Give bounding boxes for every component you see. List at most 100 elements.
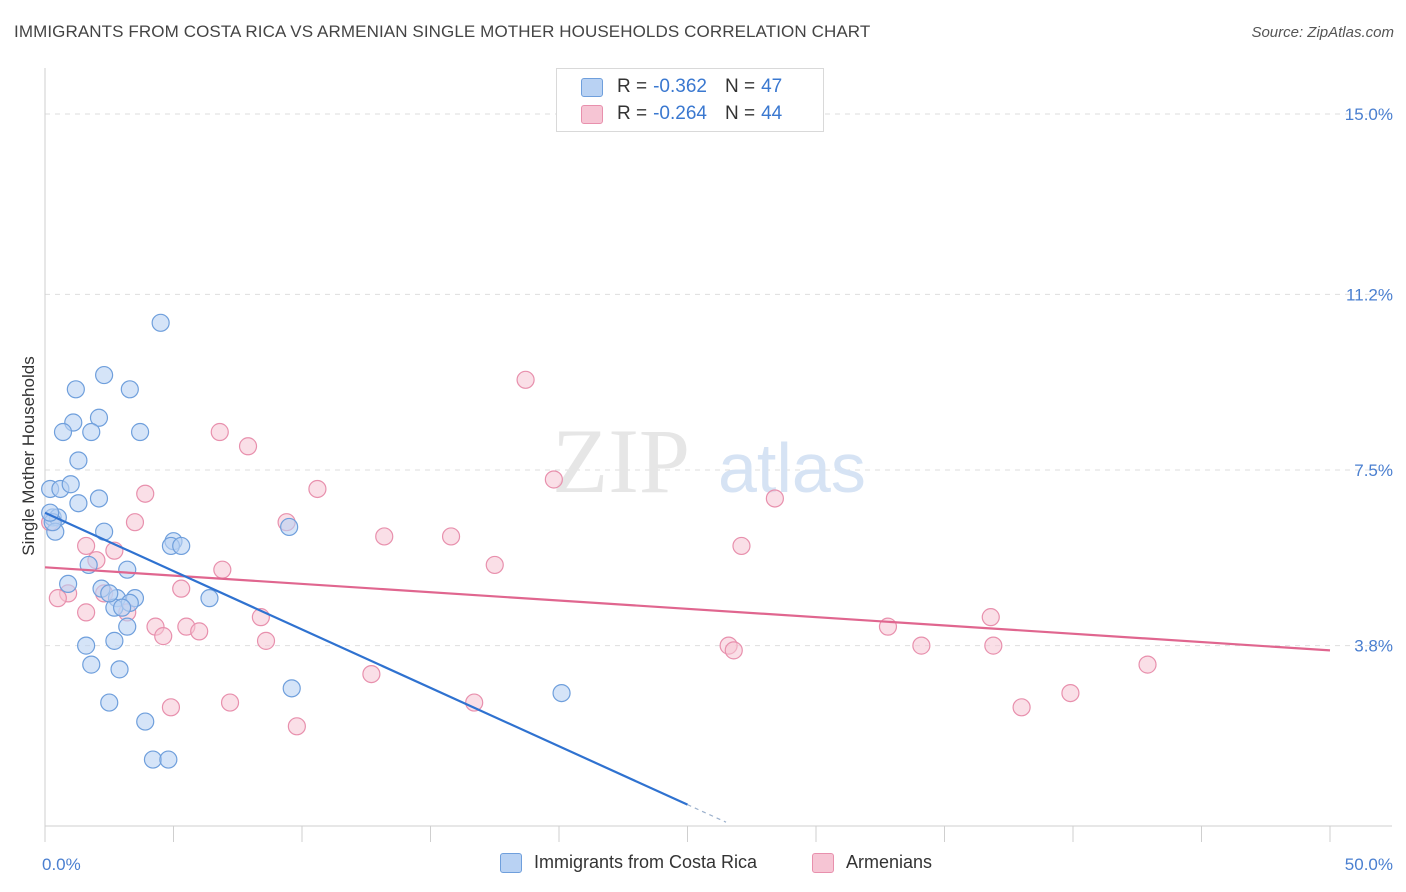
data-point-armenians [238,437,258,456]
series-legend: Immigrants from Costa Rica Armenians [0,852,1406,878]
legend-n-value: 44 [761,103,783,124]
data-point-armenians [441,527,461,546]
data-point-costa-rica [95,365,114,385]
data-point-costa-rica [112,598,132,617]
data-point-armenians [362,665,381,684]
data-point-costa-rica [136,712,155,731]
y-tick-label: 15.0% [1345,105,1393,124]
data-point-costa-rica [172,536,191,556]
data-point-costa-rica [200,589,219,608]
data-point-costa-rica [105,631,124,650]
y-tick-label: 11.2% [1346,285,1393,304]
data-point-armenians [984,636,1003,655]
data-point-armenians [256,631,276,650]
data-point-costa-rica [100,584,119,603]
data-point-costa-rica [82,422,101,442]
watermark: ZIP atlas [552,410,866,512]
data-point-costa-rica [159,750,178,769]
data-point-armenians [912,636,931,655]
data-point-costa-rica [143,750,163,769]
data-point-costa-rica [89,408,109,427]
data-point-armenians [136,484,155,503]
data-point-armenians [220,693,240,712]
grid-lines [45,113,1392,647]
y-tick-label: 7.5% [1354,461,1393,480]
legend-swatch-blue [581,77,603,97]
data-point-armenians [125,513,145,532]
data-point-armenians [732,536,751,556]
data-point-armenians [1138,655,1157,674]
data-point-armenians [308,479,327,499]
data-point-costa-rica [69,451,88,470]
data-point-costa-rica [82,655,101,674]
chart-title: IMMIGRANTS FROM COSTA RICA VS ARMENIAN S… [14,22,871,41]
data-point-armenians [48,589,67,608]
source-label: Source: ZipAtlas.com [1251,24,1394,41]
data-point-costa-rica [151,313,170,332]
data-point-costa-rica [100,693,119,712]
data-point-costa-rica [280,517,299,537]
x-tick-label-end: 50.0% [1345,855,1393,874]
trend-extension-costa-rica [687,804,727,823]
data-point-costa-rica [89,489,109,508]
data-point-armenians [765,489,784,508]
y-axis-label: Single Mother Households [19,356,38,555]
data-point-costa-rica [120,380,139,399]
legend-r-label: R = [617,76,648,97]
data-point-armenians [516,370,535,389]
trend-lines [44,511,1331,823]
data-point-costa-rica [282,679,301,698]
data-point-armenians [375,527,394,546]
data-point-armenians [981,608,1000,627]
legend-row-armenians: R = -0.264 N = 44 [581,102,782,126]
data-point-costa-rica [69,494,88,513]
data-point-costa-rica [53,422,73,442]
legend-item-armenians: Armenians [812,852,932,873]
data-point-armenians [190,622,209,641]
legend-n-label: N = [724,103,756,124]
data-point-armenians [161,698,181,717]
data-point-armenians [213,560,232,579]
data-point-armenians [77,603,96,622]
data-point-costa-rica [59,574,78,594]
data-point-armenians [724,641,743,660]
y-tick-labels: 3.8% 7.5% 11.2% 15.0% [1345,105,1393,656]
data-point-costa-rica [110,660,129,679]
axes [44,68,1392,842]
data-point-armenians [210,422,229,442]
legend-r-value: -0.264 [653,103,707,124]
data-point-armenians [77,536,96,556]
data-point-costa-rica [118,560,137,579]
data-point-costa-rica [552,683,571,703]
data-point-costa-rica [77,636,96,655]
data-point-armenians [544,470,563,489]
trend-line-armenians [44,566,1331,652]
data-point-costa-rica [61,475,80,494]
legend-swatch-pink [812,852,834,873]
data-point-armenians [287,717,306,736]
data-point-costa-rica [118,617,137,636]
legend-r-value: -0.362 [653,76,707,97]
data-point-armenians [154,627,173,646]
data-point-armenians [172,579,191,598]
watermark-zip: ZIP [552,410,690,512]
correlation-legend: R = -0.362 N = 47 R = -0.264 N = 44 [556,68,824,132]
trend-line-costa-rica [44,511,688,806]
data-point-armenians [1061,683,1080,703]
legend-r-label: R = [617,103,648,124]
legend-row-costa-rica: R = -0.362 N = 47 [581,75,782,99]
legend-swatch-blue [500,852,522,873]
data-point-costa-rica [66,380,85,399]
data-point-armenians [1012,698,1031,717]
legend-label: Armenians [846,852,933,872]
legend-item-costa-rica: Immigrants from Costa Rica [500,852,757,873]
legend-n-value: 47 [761,76,783,97]
legend-label: Immigrants from Costa Rica [534,852,758,872]
legend-swatch-pink [581,104,603,124]
y-tick-label: 3.8% [1354,637,1393,656]
legend-n-label: N = [724,76,756,97]
data-point-armenians [485,555,504,575]
watermark-atlas: atlas [718,429,866,507]
x-tick-label-start: 0.0% [42,855,81,874]
